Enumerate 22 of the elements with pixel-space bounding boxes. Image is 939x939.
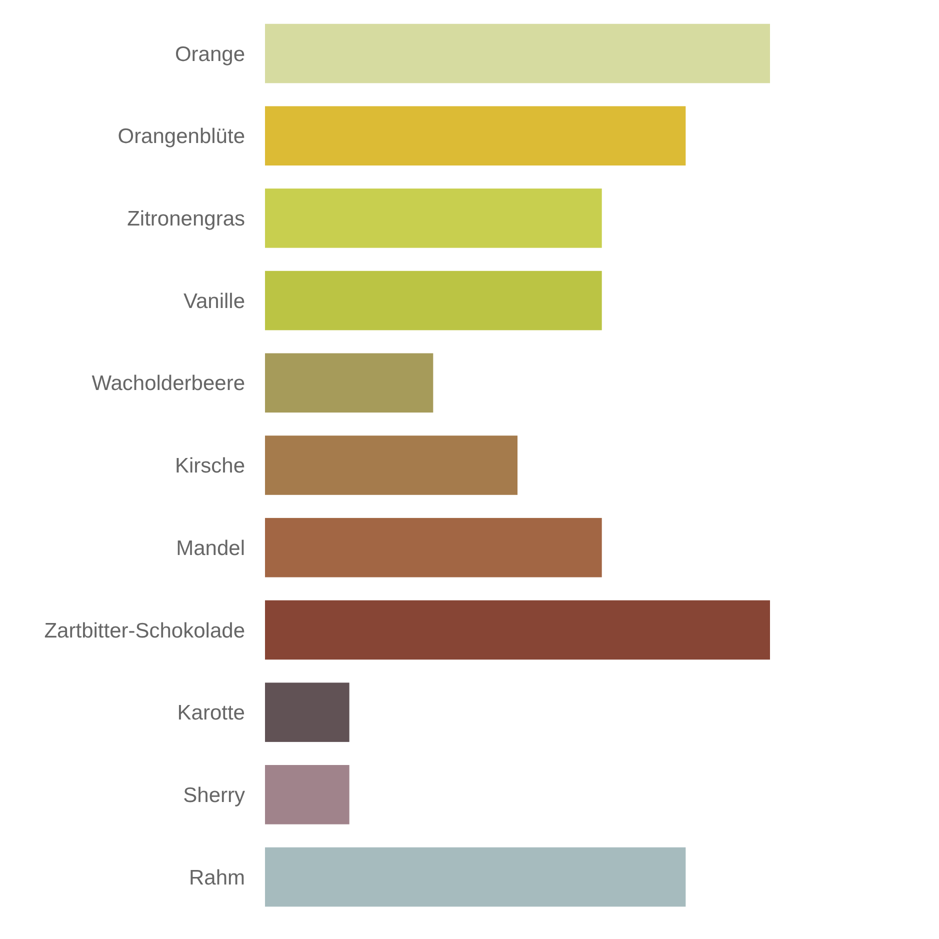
bar bbox=[265, 682, 350, 742]
y-tick-label: Zartbitter-Schokolade bbox=[44, 619, 245, 642]
y-tick-label: Kirsche bbox=[174, 454, 245, 478]
bar bbox=[265, 106, 686, 166]
bar bbox=[265, 270, 602, 330]
y-tick-label: Orangenblüte bbox=[118, 125, 245, 148]
y-tick-label: Wacholderbeere bbox=[92, 372, 245, 396]
y-tick-label: Mandel bbox=[176, 536, 245, 560]
bar bbox=[265, 847, 686, 907]
y-tick-label: Vanille bbox=[184, 290, 245, 313]
bar bbox=[265, 24, 770, 84]
y-tick-label: Karotte bbox=[177, 702, 245, 725]
y-tick-label: Rahm bbox=[188, 866, 245, 890]
y-tick-label: Zitronengras bbox=[127, 208, 245, 231]
y-tick-label: Orange bbox=[174, 42, 245, 66]
bar bbox=[265, 518, 602, 578]
bar bbox=[265, 436, 518, 495]
bar bbox=[265, 600, 770, 660]
bar bbox=[265, 765, 350, 824]
y-tick-label: Sherry bbox=[183, 784, 246, 807]
bar bbox=[265, 188, 602, 248]
bar bbox=[265, 353, 434, 413]
